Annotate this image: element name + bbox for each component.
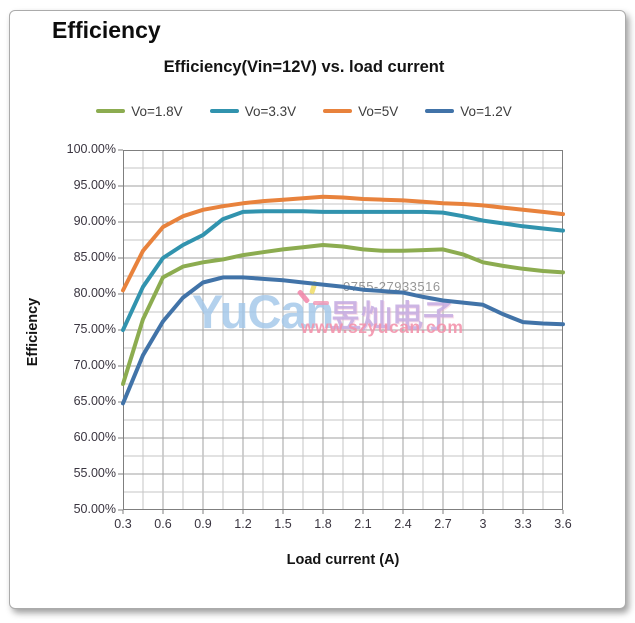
- x-tick-label: 1.2: [234, 517, 252, 531]
- y-tick-label: 95.00%: [73, 178, 116, 192]
- page-title: Efficiency: [52, 17, 161, 43]
- legend-label: Vo=5V: [358, 103, 399, 119]
- watermark-brand: YuCan: [192, 285, 334, 338]
- x-tick-label: 2.4: [394, 517, 412, 531]
- y-tick-label: 90.00%: [73, 214, 116, 228]
- legend-item-vo-3.3v: Vo=3.3V: [209, 103, 297, 119]
- legend-swatch: [96, 109, 126, 113]
- chart-title: Efficiency(Vin=12V) vs. load current: [163, 58, 445, 76]
- x-tick-label: 0.6: [154, 517, 172, 531]
- y-tick-label: 85.00%: [73, 250, 116, 264]
- plot-series-svg: [121, 194, 565, 406]
- y-tick-label: 65.00%: [73, 394, 116, 408]
- y-tick-label: 75.00%: [73, 322, 116, 336]
- x-tick-label: 1.8: [314, 517, 332, 531]
- legend-item-vo-5v: Vo=5V: [323, 104, 398, 119]
- series-line-vo-1.2v: [121, 275, 565, 406]
- series-line-vo-3.3v: [121, 209, 565, 332]
- legend-label: Vo=1.2V: [460, 103, 512, 119]
- sparkle-icon: [296, 280, 329, 307]
- legend-swatch: [209, 109, 239, 113]
- y-tick-label: 60.00%: [73, 430, 116, 444]
- y-tick-label: 55.00%: [73, 466, 116, 480]
- x-tick-label: 3: [479, 517, 487, 531]
- y-axis-title: Efficiency: [25, 297, 41, 367]
- legend-swatch: [323, 109, 353, 113]
- x-tick-label: 3.6: [554, 517, 572, 531]
- x-tick-label: 2.1: [354, 517, 372, 531]
- legend-item-vo-1.2v: Vo=1.2V: [425, 103, 512, 119]
- series-line-vo-5v: [121, 194, 565, 293]
- legend-swatch: [425, 109, 455, 113]
- chart-legend: Vo=1.8V Vo=3.3V Vo=5V Vo=1.2V: [80, 101, 528, 121]
- x-tick-label: 0.9: [194, 517, 212, 531]
- legend-label: Vo=1.8V: [131, 103, 183, 119]
- x-tick-label: 2.7: [434, 517, 452, 531]
- x-tick-label: 3.3: [514, 517, 532, 531]
- y-tick-label: 70.00%: [73, 358, 116, 372]
- legend-item-vo-1.8v: Vo=1.8V: [96, 103, 183, 119]
- y-tick-label: 100.00%: [66, 142, 116, 156]
- y-tick-label: 80.00%: [73, 286, 116, 300]
- y-tick-label: 50.00%: [73, 502, 116, 516]
- series-line-vo-1.8v: [121, 243, 565, 386]
- sparkle-dash: [313, 301, 329, 305]
- x-tick-label: 1.5: [274, 517, 292, 531]
- legend-label: Vo=3.3V: [244, 103, 297, 119]
- x-axis-title: Load current (A): [286, 552, 400, 568]
- x-tick-label: 0.3: [114, 517, 132, 531]
- watermark-chinese: 昱灿电子: [330, 299, 454, 334]
- watermark-url: www.szyucan.com: [301, 317, 464, 337]
